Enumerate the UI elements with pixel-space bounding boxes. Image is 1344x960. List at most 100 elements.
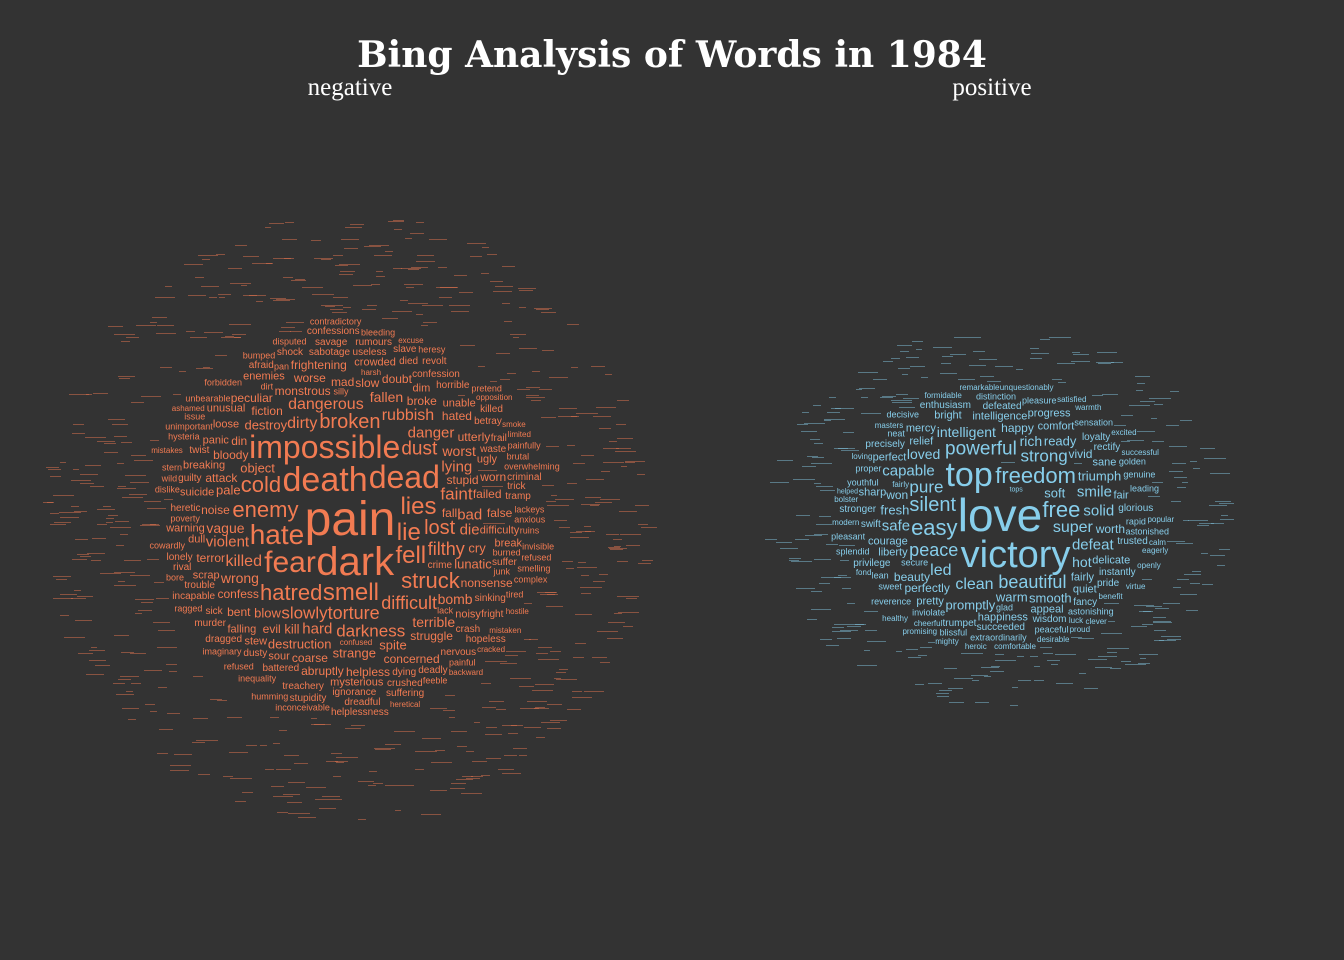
word-negative: cowardly bbox=[149, 540, 185, 551]
small-word-mark bbox=[151, 317, 168, 319]
small-word-mark bbox=[350, 724, 365, 726]
word-negative: bleeding bbox=[361, 327, 396, 338]
small-word-mark bbox=[811, 462, 832, 464]
small-word-mark bbox=[608, 621, 625, 623]
small-word-mark bbox=[273, 796, 293, 798]
small-word-mark bbox=[1154, 630, 1167, 632]
small-word-mark bbox=[819, 582, 830, 584]
word-negative: bomb bbox=[437, 590, 473, 607]
small-word-mark bbox=[118, 679, 132, 681]
small-word-mark bbox=[559, 408, 578, 409]
word-positive: courage bbox=[868, 535, 908, 548]
small-word-mark bbox=[339, 270, 355, 272]
small-word-mark bbox=[1103, 603, 1119, 605]
word-positive: pleasant bbox=[831, 531, 866, 542]
small-word-mark bbox=[217, 699, 227, 701]
word-positive: virtue bbox=[1125, 581, 1146, 591]
small-word-mark bbox=[540, 721, 561, 723]
small-word-mark bbox=[230, 283, 251, 285]
word-positive: won bbox=[886, 488, 909, 503]
small-word-mark bbox=[847, 625, 862, 627]
word-negative: die bbox=[459, 521, 480, 539]
small-word-mark bbox=[313, 257, 334, 259]
small-word-mark bbox=[576, 412, 598, 414]
word-negative: utterly bbox=[457, 429, 491, 444]
word-negative: ugly bbox=[476, 453, 498, 466]
word-negative: ignorance bbox=[332, 687, 377, 699]
small-word-mark bbox=[1107, 652, 1118, 654]
word-negative: brutal bbox=[506, 451, 530, 462]
small-word-mark bbox=[603, 447, 619, 449]
word-positive: bolster bbox=[834, 494, 859, 504]
small-word-mark bbox=[816, 524, 833, 526]
small-word-mark bbox=[279, 730, 288, 732]
word-negative: crash bbox=[455, 624, 481, 636]
word-negative: issue bbox=[184, 411, 206, 422]
small-word-mark bbox=[107, 515, 118, 517]
word-negative: ashamed bbox=[171, 404, 205, 414]
word-negative: battered bbox=[262, 662, 300, 674]
small-word-mark bbox=[1106, 647, 1129, 649]
small-word-mark bbox=[358, 781, 375, 783]
small-word-mark bbox=[415, 750, 438, 752]
small-word-mark bbox=[190, 336, 207, 338]
small-word-mark bbox=[311, 718, 318, 720]
small-word-mark bbox=[136, 325, 157, 327]
small-word-mark bbox=[235, 801, 246, 803]
small-word-mark bbox=[43, 502, 55, 504]
small-word-mark bbox=[394, 228, 402, 230]
word-negative: dusty bbox=[243, 647, 268, 659]
word-negative: blow bbox=[254, 605, 281, 621]
small-word-mark bbox=[167, 712, 181, 714]
small-word-mark bbox=[944, 667, 957, 669]
word-positive: quiet bbox=[1072, 583, 1097, 596]
word-negative: heresy bbox=[418, 344, 446, 355]
word-positive: top bbox=[945, 456, 993, 495]
small-word-mark bbox=[325, 305, 336, 307]
word-negative: criminal bbox=[507, 471, 542, 483]
small-word-mark bbox=[416, 260, 435, 262]
word-negative: pan bbox=[274, 361, 290, 372]
small-word-mark bbox=[134, 612, 143, 614]
small-word-mark bbox=[149, 440, 159, 442]
small-word-mark bbox=[130, 402, 144, 404]
word-negative: mad bbox=[330, 375, 355, 390]
small-word-mark bbox=[1134, 376, 1151, 378]
small-word-mark bbox=[410, 266, 429, 268]
small-word-mark bbox=[344, 247, 359, 249]
small-word-mark bbox=[264, 226, 271, 228]
small-word-mark bbox=[485, 661, 507, 663]
small-word-mark bbox=[846, 603, 855, 605]
small-word-mark bbox=[537, 591, 556, 593]
small-word-mark bbox=[335, 757, 358, 759]
small-word-mark bbox=[1153, 640, 1165, 642]
word-positive: astonishing bbox=[1068, 606, 1114, 617]
small-word-mark bbox=[1017, 656, 1024, 658]
small-word-mark bbox=[1092, 394, 1103, 396]
small-word-mark bbox=[523, 603, 532, 605]
small-word-mark bbox=[118, 486, 127, 488]
small-word-mark bbox=[523, 727, 541, 729]
small-word-mark bbox=[1169, 391, 1180, 393]
small-word-mark bbox=[326, 799, 343, 801]
small-word-mark bbox=[279, 330, 291, 332]
word-positive: sharp bbox=[858, 486, 887, 499]
small-word-mark bbox=[170, 765, 191, 767]
word-negative: falling bbox=[227, 623, 257, 636]
small-word-mark bbox=[1073, 354, 1089, 356]
small-word-mark bbox=[634, 504, 649, 506]
word-negative: destruction bbox=[267, 636, 332, 652]
small-word-mark bbox=[227, 717, 243, 719]
small-word-mark bbox=[1033, 680, 1044, 682]
small-word-mark bbox=[511, 725, 524, 727]
word-positive: triumph bbox=[1077, 468, 1122, 484]
small-word-mark bbox=[972, 350, 985, 352]
small-word-mark bbox=[437, 267, 448, 269]
small-word-mark bbox=[202, 367, 211, 369]
small-word-mark bbox=[97, 441, 115, 443]
small-word-mark bbox=[577, 561, 587, 563]
small-word-mark bbox=[124, 474, 146, 476]
small-word-mark bbox=[1152, 481, 1164, 483]
word-positive: safe bbox=[881, 517, 911, 535]
small-word-mark bbox=[157, 646, 178, 648]
